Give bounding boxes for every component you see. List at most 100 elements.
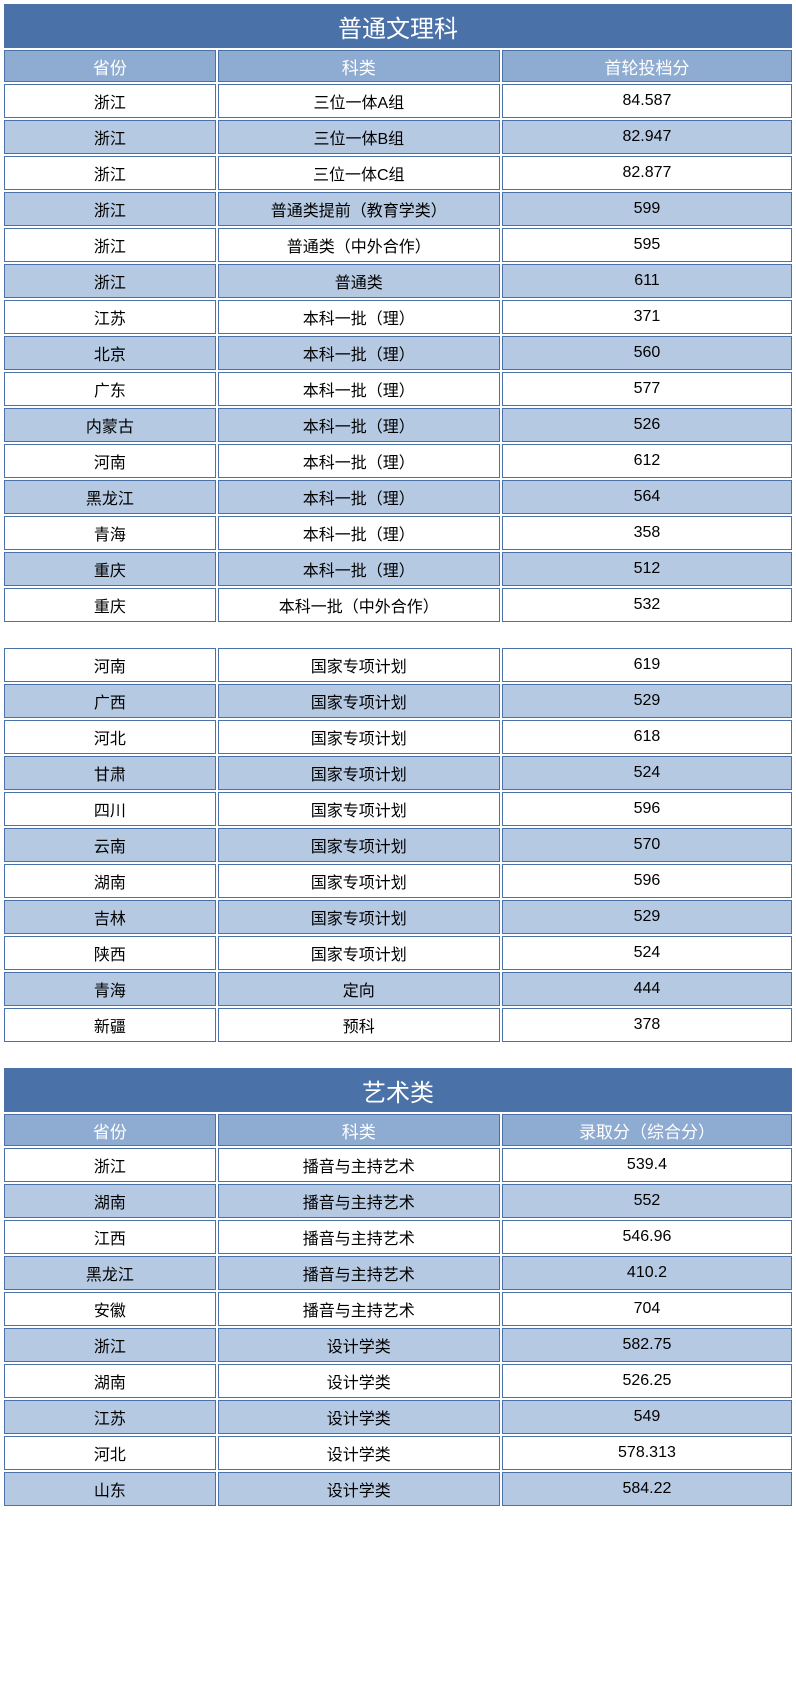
cell-score: 577	[502, 372, 792, 406]
cell-province: 江苏	[4, 1400, 216, 1434]
cell-province: 黑龙江	[4, 1256, 216, 1290]
table-row: 云南国家专项计划570	[4, 828, 792, 862]
table-row: 重庆本科一批（中外合作）532	[4, 588, 792, 622]
cell-province: 陕西	[4, 936, 216, 970]
table-row: 江苏本科一批（理）371	[4, 300, 792, 334]
cell-province: 青海	[4, 516, 216, 550]
table-row: 黑龙江本科一批（理）564	[4, 480, 792, 514]
col-category: 科类	[218, 50, 500, 82]
table-row: 山东设计学类584.22	[4, 1472, 792, 1506]
table-row: 浙江普通类提前（教育学类）599	[4, 192, 792, 226]
table-row: 北京本科一批（理）560	[4, 336, 792, 370]
cell-province: 河南	[4, 648, 216, 682]
cell-category: 播音与主持艺术	[218, 1148, 500, 1182]
cell-score: 564	[502, 480, 792, 514]
cell-category: 国家专项计划	[218, 828, 500, 862]
cell-category: 设计学类	[218, 1472, 500, 1506]
table-body-art: 浙江播音与主持艺术539.4湖南播音与主持艺术552江西播音与主持艺术546.9…	[4, 1148, 792, 1506]
table-row: 河南国家专项计划619	[4, 648, 792, 682]
cell-score: 599	[502, 192, 792, 226]
cell-category: 设计学类	[218, 1328, 500, 1362]
cell-province: 江苏	[4, 300, 216, 334]
cell-province: 云南	[4, 828, 216, 862]
cell-province: 北京	[4, 336, 216, 370]
table-row: 新疆预科378	[4, 1008, 792, 1042]
table-row: 湖南播音与主持艺术552	[4, 1184, 792, 1218]
table-row: 吉林国家专项计划529	[4, 900, 792, 934]
table-row: 浙江播音与主持艺术539.4	[4, 1148, 792, 1182]
cell-score: 549	[502, 1400, 792, 1434]
gap-row	[4, 624, 792, 646]
table-row: 甘肃国家专项计划524	[4, 756, 792, 790]
cell-category: 本科一批（理）	[218, 300, 500, 334]
cell-score: 596	[502, 792, 792, 826]
cell-category: 三位一体C组	[218, 156, 500, 190]
cell-score: 595	[502, 228, 792, 262]
col-score: 录取分（综合分）	[502, 1114, 792, 1146]
cell-province: 山东	[4, 1472, 216, 1506]
cell-province: 青海	[4, 972, 216, 1006]
cell-province: 江西	[4, 1220, 216, 1254]
table-row: 黑龙江播音与主持艺术410.2	[4, 1256, 792, 1290]
cell-category: 国家专项计划	[218, 900, 500, 934]
table-row: 湖南国家专项计划596	[4, 864, 792, 898]
cell-score: 584.22	[502, 1472, 792, 1506]
cell-province: 重庆	[4, 588, 216, 622]
cell-category: 普通类	[218, 264, 500, 298]
cell-category: 本科一批（理）	[218, 552, 500, 586]
cell-province: 浙江	[4, 156, 216, 190]
table-row: 河北国家专项计划618	[4, 720, 792, 754]
table-row: 安徽播音与主持艺术704	[4, 1292, 792, 1326]
cell-category: 本科一批（理）	[218, 372, 500, 406]
cell-score: 358	[502, 516, 792, 550]
cell-score: 512	[502, 552, 792, 586]
cell-province: 浙江	[4, 1148, 216, 1182]
cell-province: 浙江	[4, 120, 216, 154]
cell-category: 播音与主持艺术	[218, 1256, 500, 1290]
table-row: 湖南设计学类526.25	[4, 1364, 792, 1398]
table-row: 河南本科一批（理）612	[4, 444, 792, 478]
cell-score: 410.2	[502, 1256, 792, 1290]
cell-score: 611	[502, 264, 792, 298]
cell-category: 本科一批（理）	[218, 444, 500, 478]
cell-score: 524	[502, 756, 792, 790]
cell-category: 设计学类	[218, 1364, 500, 1398]
title-general: 普通文理科	[4, 4, 792, 48]
cell-category: 设计学类	[218, 1436, 500, 1470]
table-row: 内蒙古本科一批（理）526	[4, 408, 792, 442]
cell-score: 84.587	[502, 84, 792, 118]
col-province: 省份	[4, 1114, 216, 1146]
cell-province: 内蒙古	[4, 408, 216, 442]
table-row: 重庆本科一批（理）512	[4, 552, 792, 586]
table-row: 浙江设计学类582.75	[4, 1328, 792, 1362]
cell-province: 重庆	[4, 552, 216, 586]
cell-category: 本科一批（理）	[218, 336, 500, 370]
cell-score: 82.947	[502, 120, 792, 154]
cell-province: 湖南	[4, 1364, 216, 1398]
cell-category: 国家专项计划	[218, 756, 500, 790]
cell-category: 国家专项计划	[218, 936, 500, 970]
cell-score: 378	[502, 1008, 792, 1042]
table-row: 浙江三位一体B组82.947	[4, 120, 792, 154]
cell-category: 国家专项计划	[218, 792, 500, 826]
cell-category: 本科一批（理）	[218, 408, 500, 442]
cell-province: 广东	[4, 372, 216, 406]
cell-province: 安徽	[4, 1292, 216, 1326]
col-category: 科类	[218, 1114, 500, 1146]
table-row: 广西国家专项计划529	[4, 684, 792, 718]
cell-score: 570	[502, 828, 792, 862]
gap-row	[4, 1044, 792, 1066]
cell-score: 539.4	[502, 1148, 792, 1182]
cell-province: 浙江	[4, 1328, 216, 1362]
cell-category: 本科一批（中外合作）	[218, 588, 500, 622]
table-row: 陕西国家专项计划524	[4, 936, 792, 970]
cell-province: 湖南	[4, 1184, 216, 1218]
cell-score: 524	[502, 936, 792, 970]
cell-category: 国家专项计划	[218, 720, 500, 754]
table-row: 河北设计学类578.313	[4, 1436, 792, 1470]
cell-category: 本科一批（理）	[218, 480, 500, 514]
table-row: 浙江三位一体C组82.877	[4, 156, 792, 190]
cell-score: 612	[502, 444, 792, 478]
cell-score: 596	[502, 864, 792, 898]
col-province: 省份	[4, 50, 216, 82]
